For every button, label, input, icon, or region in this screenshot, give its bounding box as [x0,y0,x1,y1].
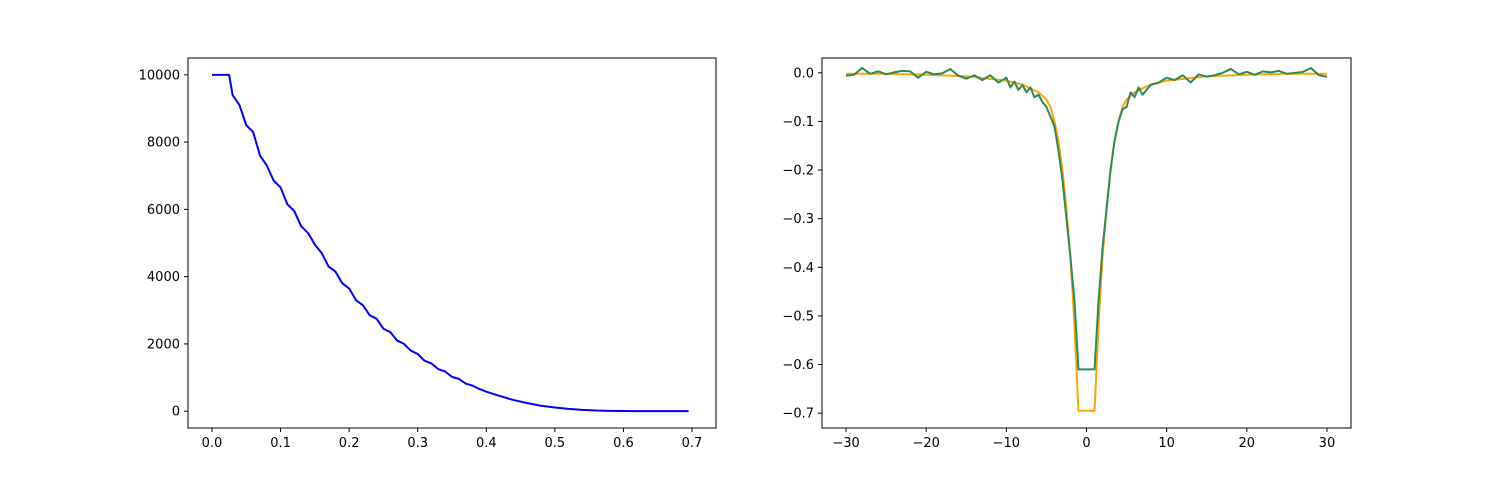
right-plot: −30 −20 −10 0 10 20 30 0.0 −0.1 −0.2 −0.3 −0.4 −0.5 −… [782,57,1352,451]
right-x-tick-label: −10 [993,436,1020,451]
left-y-tick-label: 4000 [147,270,180,285]
right-y-tick-label: −0.4 [782,261,814,276]
right-x-tick-label: 30 [1319,436,1336,451]
left-x-tick-label: 0.1 [270,436,291,451]
right-x-tick-label: −30 [832,436,859,451]
left-y-tick-label: 2000 [147,337,180,352]
left-series-line-0 [212,73,689,413]
left-x-tick-label: 0.6 [613,436,634,451]
right-y-tick-label: 0.0 [793,66,814,81]
right-y-tick-label: −0.5 [782,309,814,324]
left-y-tick-label: 0 [172,405,180,420]
left-y-tick-label: 6000 [147,203,180,218]
right-y-tick-label: −0.3 [782,212,814,227]
right-series-line-1 [845,66,1328,371]
right-y-tick-label: −0.1 [782,115,814,130]
right-y-tick-label: −0.2 [782,164,814,179]
left-x-tick-label: 0.5 [545,436,566,451]
left-x-tick-label: 0.0 [202,436,223,451]
right-y-tick-label: −0.7 [782,407,814,422]
left-axes-frame [187,57,717,429]
left-x-tick-label: 0.7 [682,436,703,451]
right-x-tick-label: 20 [1239,436,1256,451]
left-x-tick-label: 0.3 [407,436,428,451]
left-x-tick-label: 0.2 [339,436,360,451]
right-x-tick-label: −20 [912,436,939,451]
right-x-tick-label: 0 [1082,436,1090,451]
left-y-tick-label: 8000 [147,136,180,151]
right-y-tick-label: −0.6 [782,358,814,373]
left-plot: 0.0 0.1 0.2 0.3 0.4 0.5 0.6 0.7 0 2000 4000 6000 800… [139,57,717,451]
right-series-line-0 [846,72,1327,412]
right-x-tick-label: 10 [1158,436,1175,451]
left-x-tick-label: 0.4 [476,436,497,451]
left-y-tick-label: 10000 [139,68,180,83]
